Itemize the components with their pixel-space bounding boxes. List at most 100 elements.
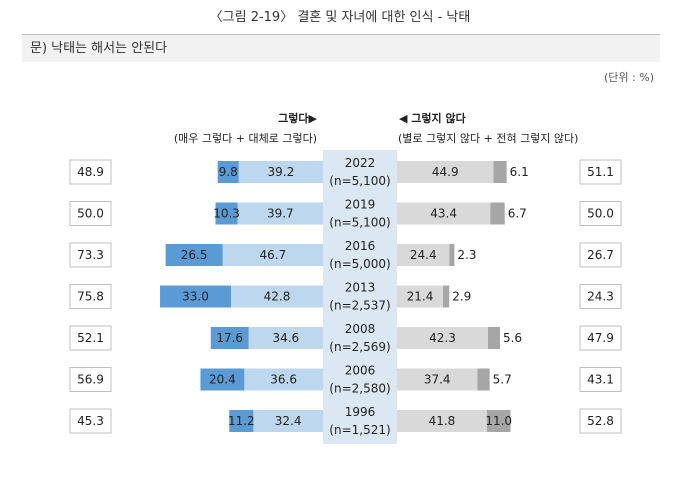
agree-total-value: 45.3 bbox=[77, 414, 104, 428]
disagree-total-value: 43.1 bbox=[587, 373, 614, 387]
disagree-total-value: 26.7 bbox=[587, 248, 614, 262]
bar-strong-disagree bbox=[486, 410, 511, 432]
year-label: 2022 bbox=[345, 156, 376, 170]
bar-strong-disagree bbox=[449, 244, 455, 266]
bar-agree bbox=[253, 410, 323, 432]
label-agree: 46.7 bbox=[259, 248, 286, 262]
center-band bbox=[323, 150, 397, 444]
bar-agree bbox=[230, 285, 323, 308]
bar-strong-disagree bbox=[493, 161, 507, 183]
bar-disagree bbox=[397, 202, 491, 225]
agree-total-box bbox=[69, 408, 112, 434]
label-strong-agree: 33.0 bbox=[182, 290, 209, 304]
disagree-total-box bbox=[579, 159, 622, 185]
sample-size-label: (n=5,100) bbox=[329, 216, 390, 230]
label-strong-disagree: 6.7 bbox=[508, 207, 527, 221]
disagree-total-value: 51.1 bbox=[587, 165, 614, 179]
bar-strong-agree bbox=[160, 285, 231, 308]
question-banner: 문) 낙태는 해서는 안된다 bbox=[22, 34, 660, 62]
bar-strong-agree bbox=[200, 368, 245, 391]
year-label: 2019 bbox=[345, 198, 376, 212]
sample-size-label: (n=5,100) bbox=[329, 174, 390, 188]
label-agree: 39.2 bbox=[268, 165, 295, 179]
disagree-total-value: 24.3 bbox=[587, 290, 614, 304]
unit-label: (단위 : %) bbox=[604, 71, 654, 84]
agree-total-value: 50.0 bbox=[77, 207, 104, 221]
label-strong-agree: 11.2 bbox=[228, 414, 255, 428]
agree-total-value: 75.8 bbox=[77, 290, 104, 304]
bar-strong-agree bbox=[165, 244, 223, 266]
bar-agree bbox=[244, 368, 323, 391]
label-strong-disagree: 2.3 bbox=[457, 248, 476, 262]
label-disagree: 42.3 bbox=[429, 331, 456, 345]
disagree-total-box bbox=[579, 284, 622, 309]
bar-disagree bbox=[397, 368, 478, 391]
sample-size-label: (n=2,580) bbox=[329, 382, 390, 396]
bar-agree bbox=[237, 202, 323, 225]
agree-total-value: 48.9 bbox=[77, 165, 104, 179]
sample-size-label: (n=2,537) bbox=[329, 299, 390, 313]
label-disagree: 24.4 bbox=[410, 248, 437, 262]
bar-agree bbox=[238, 161, 323, 183]
bar-disagree bbox=[397, 161, 494, 183]
bar-disagree bbox=[397, 244, 450, 266]
bar-agree bbox=[248, 327, 323, 349]
disagree-total-box bbox=[579, 325, 622, 351]
bar-strong-disagree bbox=[443, 285, 450, 308]
bar-strong-disagree bbox=[477, 368, 490, 391]
label-strong-disagree: 5.7 bbox=[493, 373, 512, 387]
disagree-total-value: 50.0 bbox=[587, 207, 614, 221]
disagree-total-value: 47.9 bbox=[587, 331, 614, 345]
agree-total-box bbox=[69, 159, 112, 185]
label-agree: 42.8 bbox=[264, 290, 291, 304]
year-label: 2016 bbox=[345, 239, 376, 253]
agree-total-box bbox=[69, 201, 112, 226]
label-disagree: 44.9 bbox=[432, 165, 459, 179]
label-strong-agree: 17.6 bbox=[216, 331, 243, 345]
year-label: 2013 bbox=[345, 281, 376, 295]
agree-total-box bbox=[69, 325, 112, 351]
disagree-total-box bbox=[579, 242, 622, 268]
label-strong-agree: 10.3 bbox=[213, 207, 240, 221]
bar-disagree bbox=[397, 410, 487, 432]
year-label: 2006 bbox=[345, 364, 376, 378]
disagree-total-value: 52.8 bbox=[587, 414, 614, 428]
label-disagree: 43.4 bbox=[430, 207, 457, 221]
label-strong-disagree: 2.9 bbox=[452, 290, 471, 304]
year-label: 2008 bbox=[345, 322, 376, 336]
label-disagree: 21.4 bbox=[407, 290, 434, 304]
agree-total-value: 56.9 bbox=[77, 373, 104, 387]
label-agree: 32.4 bbox=[275, 414, 302, 428]
bar-strong-disagree bbox=[487, 327, 500, 349]
bar-strong-agree bbox=[215, 202, 238, 225]
bar-strong-agree bbox=[229, 410, 254, 432]
bar-disagree bbox=[397, 285, 444, 308]
label-disagree: 41.8 bbox=[429, 414, 456, 428]
label-agree: 34.6 bbox=[272, 331, 299, 345]
agree-total-box bbox=[69, 284, 112, 309]
agree-total-value: 52.1 bbox=[77, 331, 104, 345]
sample-size-label: (n=2,569) bbox=[329, 340, 390, 354]
year-label: 1996 bbox=[345, 405, 376, 419]
bar-agree bbox=[222, 244, 323, 266]
label-strong-agree: 20.4 bbox=[209, 373, 236, 387]
label-strong-agree: 26.5 bbox=[181, 248, 208, 262]
bar-strong-agree bbox=[210, 327, 249, 349]
label-strong-agree: 9.8 bbox=[219, 165, 238, 179]
label-agree: 36.6 bbox=[270, 373, 297, 387]
label-strong-disagree: 6.1 bbox=[510, 165, 529, 179]
legend-disagree-subtitle: (별로 그렇지 않다 + 전혀 그렇지 않다) bbox=[398, 132, 579, 145]
agree-total-box bbox=[69, 367, 112, 392]
disagree-total-box bbox=[579, 201, 622, 226]
label-agree: 39.7 bbox=[267, 207, 294, 221]
agree-total-box bbox=[69, 242, 112, 268]
label-strong-disagree: 11.0 bbox=[485, 414, 512, 428]
legend-agree-subtitle: (매우 그렇다 + 대체로 그렇다) bbox=[173, 132, 317, 145]
bar-strong-agree bbox=[217, 161, 239, 183]
sample-size-label: (n=5,000) bbox=[329, 257, 390, 271]
agree-total-value: 73.3 bbox=[77, 248, 104, 262]
bar-disagree bbox=[397, 327, 488, 349]
bar-strong-disagree bbox=[490, 202, 505, 225]
sample-size-label: (n=1,521) bbox=[329, 423, 390, 437]
